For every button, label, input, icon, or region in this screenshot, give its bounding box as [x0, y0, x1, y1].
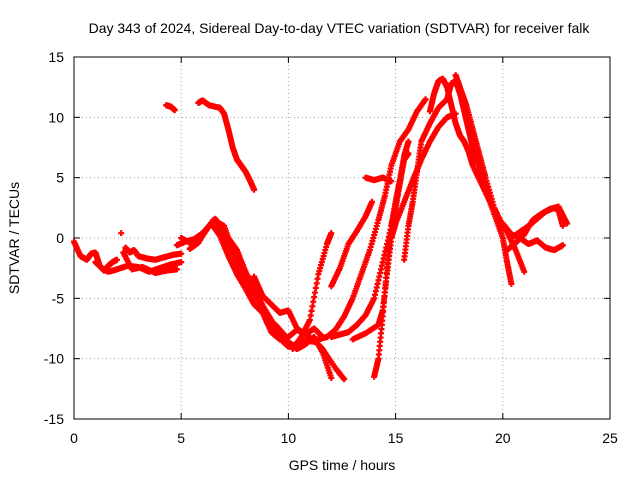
- series-arc-15: [315, 96, 429, 343]
- series-arc-24: [504, 203, 571, 254]
- x-tick-label: 5: [177, 430, 185, 446]
- y-tick-label: 0: [56, 230, 64, 246]
- data-points: [71, 72, 571, 383]
- data-point: [328, 230, 335, 237]
- data-point: [369, 198, 376, 205]
- series-arc-18: [371, 138, 412, 380]
- data-point: [422, 96, 429, 103]
- x-tick-label: 25: [602, 430, 618, 446]
- y-tick-label: 10: [48, 109, 64, 125]
- data-point: [564, 220, 571, 227]
- axis-ticks: [73, 56, 611, 420]
- y-tick-label: -10: [44, 351, 64, 367]
- x-tick-label: 10: [281, 430, 297, 446]
- y-tick-label: 15: [48, 49, 64, 65]
- series-arc-4: [120, 249, 180, 276]
- series-arc-12: [251, 273, 348, 383]
- x-tick-label: 0: [70, 430, 78, 446]
- data-point: [178, 259, 185, 266]
- series-arc-14: [328, 198, 376, 290]
- series-arc-13: [289, 230, 335, 353]
- data-point: [341, 376, 348, 383]
- data-point: [251, 186, 258, 193]
- x-tick-label: 20: [495, 430, 511, 446]
- data-point: [178, 250, 185, 257]
- y-tick-label: 5: [56, 170, 64, 186]
- y-tick-label: -15: [44, 411, 64, 427]
- series-arc-20: [362, 174, 395, 185]
- data-point: [405, 138, 412, 145]
- data-point: [508, 280, 515, 287]
- data-point: [328, 374, 335, 381]
- series-arc-6: [163, 102, 178, 114]
- y-tick-label: -5: [52, 290, 65, 306]
- data-point: [118, 230, 125, 237]
- data-point: [173, 266, 180, 273]
- series-arc-3: [122, 244, 185, 263]
- series-arc-5: [118, 230, 125, 237]
- x-axis-label: GPS time / hours: [289, 457, 396, 473]
- y-axis-label: SDTVAR / TECUs: [6, 182, 22, 294]
- data-point: [559, 242, 566, 249]
- data-point: [388, 178, 395, 185]
- data-point: [171, 107, 178, 114]
- data-point: [113, 256, 120, 263]
- series-arc-11: [225, 235, 335, 381]
- x-tick-label: 15: [388, 430, 404, 446]
- series-arc-23: [499, 220, 566, 254]
- data-point: [559, 222, 566, 229]
- tick-labels: 0 5 10 15 20 25 -15 -10 -5 0 5 10 15: [44, 49, 618, 446]
- series-arc-7: [195, 97, 258, 193]
- data-point: [521, 268, 528, 275]
- chart-title: Day 343 of 2024, Sidereal Day-to-day VTE…: [89, 20, 591, 36]
